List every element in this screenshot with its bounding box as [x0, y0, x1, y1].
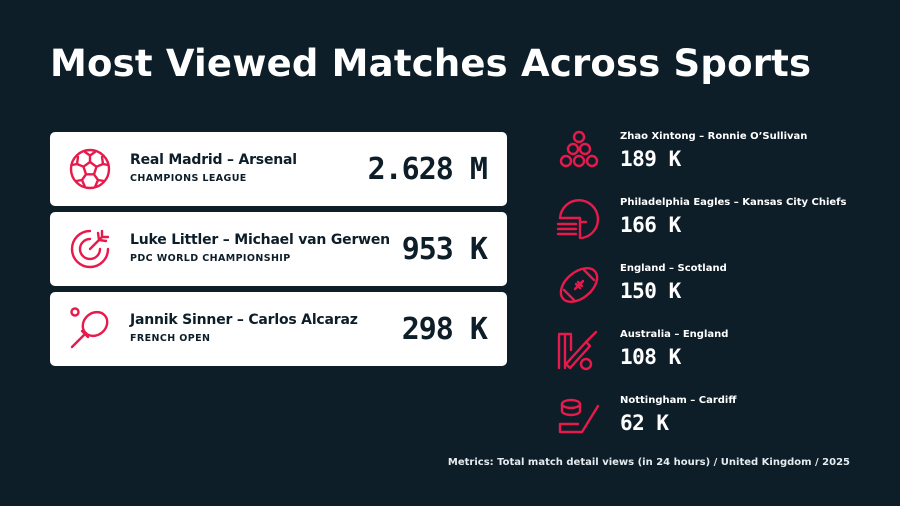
rugby-icon	[559, 267, 599, 303]
top-matches-list: Real Madrid – Arsenal CHAMPIONS LEAGUE 2…	[50, 132, 507, 372]
views-value: 108 K	[620, 345, 681, 369]
darts-icon	[70, 229, 110, 269]
cricket-icon	[557, 330, 598, 371]
top-match-card: Jannik Sinner – Carlos Alcaraz FRENCH OP…	[50, 292, 507, 366]
views-value: 62 K	[620, 411, 669, 435]
views-value: 298 K	[401, 312, 488, 347]
match-name: Luke Littler – Michael van Gerwen	[130, 232, 390, 248]
match-name: Zhao Xintong – Ronnie O’Sullivan	[620, 131, 808, 142]
football-icon	[69, 148, 111, 190]
match-name: England – Scotland	[620, 263, 727, 274]
competition-name: FRENCH OPEN	[130, 333, 211, 344]
competition-name: CHAMPIONS LEAGUE	[130, 173, 247, 184]
match-name: Jannik Sinner – Carlos Alcaraz	[130, 312, 358, 328]
views-value: 150 K	[620, 279, 681, 303]
snooker-icon	[559, 130, 599, 168]
ice-hockey-icon	[558, 398, 600, 434]
match-name: Nottingham – Cardiff	[620, 395, 737, 406]
competition-name: PDC WORLD CHAMPIONSHIP	[130, 253, 291, 264]
views-value: 2.628 M	[367, 152, 488, 187]
match-name: Australia – England	[620, 329, 729, 340]
tennis-icon	[70, 307, 109, 349]
american-football-icon	[556, 199, 600, 240]
views-value: 166 K	[620, 213, 681, 237]
views-value: 189 K	[620, 147, 681, 171]
match-name: Philadelphia Eagles – Kansas City Chiefs	[620, 197, 847, 208]
views-value: 953 K	[401, 232, 488, 267]
top-match-card: Real Madrid – Arsenal CHAMPIONS LEAGUE 2…	[50, 132, 507, 206]
top-match-card: Luke Littler – Michael van Gerwen PDC WO…	[50, 212, 507, 286]
match-name: Real Madrid – Arsenal	[130, 152, 297, 168]
metrics-footnote: Metrics: Total match detail views (in 24…	[447, 457, 850, 468]
page-title: Most Viewed Matches Across Sports	[50, 42, 812, 85]
